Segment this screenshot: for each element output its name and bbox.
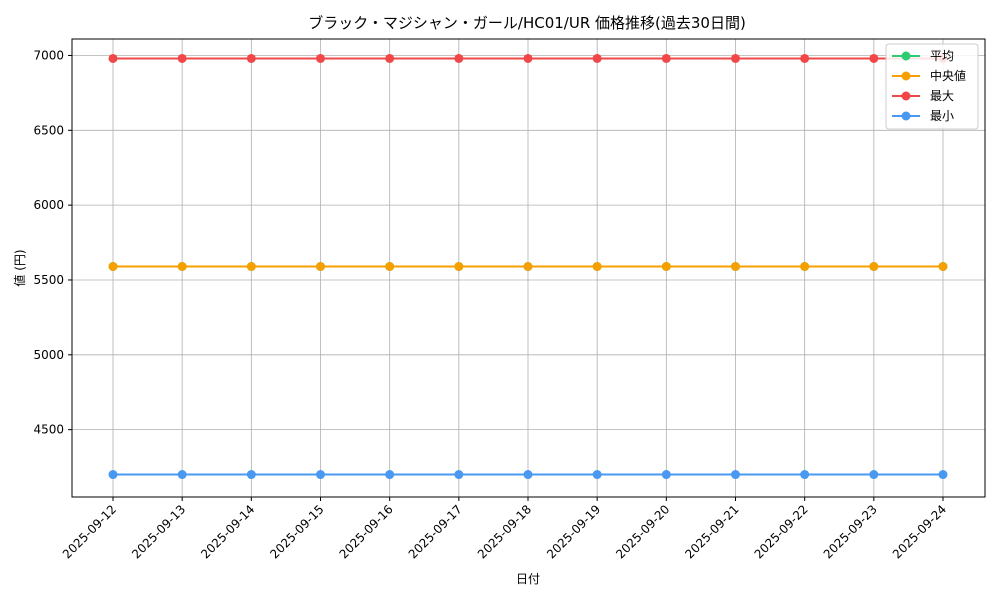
legend-label: 中央値 bbox=[930, 68, 966, 83]
x-axis-label: 日付 bbox=[516, 572, 540, 586]
data-point bbox=[800, 470, 810, 480]
y-tick-label: 4500 bbox=[33, 423, 64, 437]
data-point bbox=[800, 53, 810, 63]
data-point bbox=[869, 470, 879, 480]
x-tick-label: 2025-09-22 bbox=[752, 502, 811, 561]
data-point bbox=[938, 262, 948, 272]
data-point bbox=[523, 53, 533, 63]
data-point bbox=[316, 53, 325, 63]
data-point bbox=[246, 470, 256, 480]
legend-marker bbox=[901, 111, 911, 121]
data-point bbox=[108, 53, 118, 63]
legend-item: 平均 bbox=[892, 49, 954, 63]
x-axis-ticks: 2025-09-12 2025-09-13 2025-09-14 2025-09-15… bbox=[60, 497, 949, 561]
series-1 bbox=[108, 262, 948, 272]
series-3 bbox=[108, 470, 948, 480]
data-point bbox=[246, 53, 256, 63]
x-tick-label: 2025-09-12 bbox=[60, 502, 119, 561]
y-tick-label: 5000 bbox=[33, 348, 64, 362]
data-point bbox=[592, 470, 602, 480]
data-point bbox=[661, 53, 671, 63]
data-point bbox=[592, 53, 602, 63]
legend-box bbox=[885, 43, 979, 130]
data-point bbox=[731, 470, 740, 480]
data-point bbox=[661, 262, 671, 272]
y-axis-label: 値 (円) bbox=[12, 249, 27, 286]
x-tick-label: 2025-09-16 bbox=[337, 502, 396, 561]
y-tick-label: 6500 bbox=[33, 123, 64, 137]
legend-label: 最大 bbox=[930, 89, 954, 103]
data-point bbox=[108, 470, 118, 480]
data-point bbox=[385, 262, 395, 272]
x-tick-label: 2025-09-14 bbox=[198, 502, 257, 561]
legend-label: 最小 bbox=[930, 109, 954, 123]
data-point bbox=[246, 262, 256, 272]
legend-label: 平均 bbox=[930, 49, 954, 63]
data-point bbox=[938, 470, 948, 480]
chart-title: ブラック・マジシャン・ガール/HC01/UR 価格推移(過去30日間) bbox=[308, 14, 746, 32]
data-point bbox=[385, 470, 395, 480]
data-point bbox=[731, 262, 740, 272]
y-axis-ticks: 4500 5000 5500 6000 6500 7000 bbox=[33, 48, 72, 437]
data-point bbox=[454, 262, 464, 272]
series-2 bbox=[108, 53, 948, 63]
x-tick-label: 2025-09-13 bbox=[129, 502, 188, 561]
x-tick-label: 2025-09-21 bbox=[682, 502, 741, 561]
legend-item: 最小 bbox=[892, 109, 954, 123]
legend-item: 最大 bbox=[892, 89, 954, 103]
x-tick-label: 2025-09-15 bbox=[267, 502, 326, 561]
legend-marker bbox=[901, 51, 911, 61]
data-point bbox=[800, 262, 810, 272]
series-lines bbox=[108, 53, 948, 480]
data-point bbox=[869, 53, 879, 63]
x-tick-label: 2025-09-24 bbox=[890, 502, 949, 561]
legend-item: 中央値 bbox=[892, 68, 966, 83]
x-tick-label: 2025-09-18 bbox=[475, 502, 534, 561]
data-point bbox=[177, 262, 187, 272]
data-point bbox=[592, 262, 602, 272]
data-point bbox=[523, 262, 533, 272]
y-tick-label: 7000 bbox=[33, 48, 64, 62]
data-point bbox=[869, 262, 879, 272]
data-point bbox=[523, 470, 533, 480]
data-point bbox=[108, 262, 118, 272]
x-tick-label: 2025-09-23 bbox=[821, 502, 880, 561]
data-point bbox=[385, 53, 395, 63]
x-tick-label: 2025-09-17 bbox=[406, 502, 465, 561]
y-tick-label: 6000 bbox=[33, 198, 64, 212]
data-point bbox=[661, 470, 671, 480]
data-point bbox=[731, 53, 740, 63]
data-point bbox=[454, 53, 464, 63]
legend-marker bbox=[901, 71, 911, 81]
data-point bbox=[177, 53, 187, 63]
legend-marker bbox=[901, 91, 911, 101]
data-point bbox=[454, 470, 464, 480]
data-point bbox=[316, 470, 325, 480]
data-point bbox=[316, 262, 325, 272]
x-tick-label: 2025-09-20 bbox=[613, 502, 672, 561]
x-tick-label: 2025-09-19 bbox=[544, 502, 603, 561]
data-point bbox=[177, 470, 187, 480]
y-tick-label: 5500 bbox=[33, 273, 64, 287]
